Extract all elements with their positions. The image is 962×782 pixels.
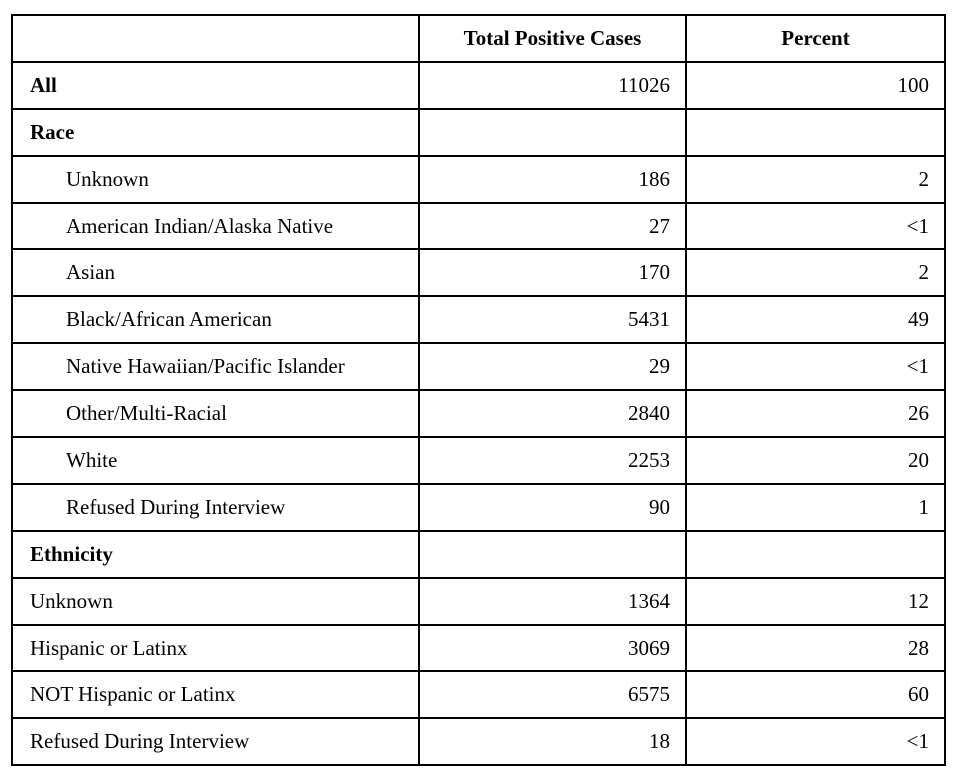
header-total-positive-cases: Total Positive Cases (418, 14, 687, 63)
table-header-row: Total Positive Cases Percent (11, 14, 946, 63)
row-label: Refused During Interview (11, 482, 420, 532)
table-row-ethnicity-section: Ethnicity (11, 529, 946, 579)
row-cases: 27 (418, 201, 687, 251)
table-row-race-unknown: Unknown 186 2 (11, 154, 946, 204)
row-label: NOT Hispanic or Latinx (11, 670, 420, 720)
row-cases: 2253 (418, 436, 687, 485)
table-row-native-hawaiian-pacific-islander: Native Hawaiian/Pacific Islander 29 <1 (11, 342, 946, 392)
row-cases: 11026 (418, 60, 687, 110)
table-row-ethnicity-refused-during-interview: Refused During Interview 18 <1 (11, 717, 946, 767)
table-row-other-multi-racial: Other/Multi-Racial 2840 26 (11, 389, 946, 439)
row-percent: <1 (685, 201, 946, 251)
row-label: Race (11, 107, 420, 157)
positive-cases-table: Total Positive Cases Percent All 11026 1… (11, 14, 946, 767)
header-percent: Percent (685, 14, 946, 63)
table-row-hispanic-or-latinx: Hispanic or Latinx 3069 28 (11, 623, 946, 673)
row-cases: 90 (418, 482, 687, 532)
table-row-race-section: Race (11, 107, 946, 157)
table-row-american-indian-alaska-native: American Indian/Alaska Native 27 <1 (11, 201, 946, 251)
row-cases (418, 107, 687, 157)
row-label: Refused During Interview (11, 717, 420, 767)
row-cases: 2840 (418, 389, 687, 439)
row-label: Hispanic or Latinx (11, 623, 420, 673)
table-row-white: White 2253 20 (11, 436, 946, 485)
row-label: All (11, 60, 420, 110)
row-percent: <1 (685, 342, 946, 392)
row-cases: 18 (418, 717, 687, 767)
row-percent: 49 (685, 295, 946, 345)
row-percent: 2 (685, 154, 946, 204)
row-label: Asian (11, 248, 420, 298)
row-percent: 20 (685, 436, 946, 485)
row-label: American Indian/Alaska Native (11, 201, 420, 251)
row-cases: 186 (418, 154, 687, 204)
row-cases: 29 (418, 342, 687, 392)
row-cases: 6575 (418, 670, 687, 720)
row-label: White (11, 436, 420, 485)
row-label: Native Hawaiian/Pacific Islander (11, 342, 420, 392)
row-label: Black/African American (11, 295, 420, 345)
row-cases: 3069 (418, 623, 687, 673)
table-row-black-african-american: Black/African American 5431 49 (11, 295, 946, 345)
row-percent: 12 (685, 576, 946, 626)
row-label: Unknown (11, 154, 420, 204)
row-label: Unknown (11, 576, 420, 626)
table-row-ethnicity-unknown: Unknown 1364 12 (11, 576, 946, 626)
row-percent (685, 107, 946, 157)
row-percent: 1 (685, 482, 946, 532)
table-row-asian: Asian 170 2 (11, 248, 946, 298)
row-cases: 1364 (418, 576, 687, 626)
row-percent (685, 529, 946, 579)
row-cases (418, 529, 687, 579)
header-category (11, 14, 420, 63)
row-percent: 2 (685, 248, 946, 298)
row-label: Ethnicity (11, 529, 420, 579)
table-row-not-hispanic-or-latinx: NOT Hispanic or Latinx 6575 60 (11, 670, 946, 720)
row-cases: 170 (418, 248, 687, 298)
row-cases: 5431 (418, 295, 687, 345)
row-percent: <1 (685, 717, 946, 767)
row-percent: 26 (685, 389, 946, 439)
table-row-all: All 11026 100 (11, 60, 946, 110)
row-percent: 28 (685, 623, 946, 673)
row-label: Other/Multi-Racial (11, 389, 420, 439)
row-percent: 60 (685, 670, 946, 720)
row-percent: 100 (685, 60, 946, 110)
table-row-race-refused-during-interview: Refused During Interview 90 1 (11, 482, 946, 532)
